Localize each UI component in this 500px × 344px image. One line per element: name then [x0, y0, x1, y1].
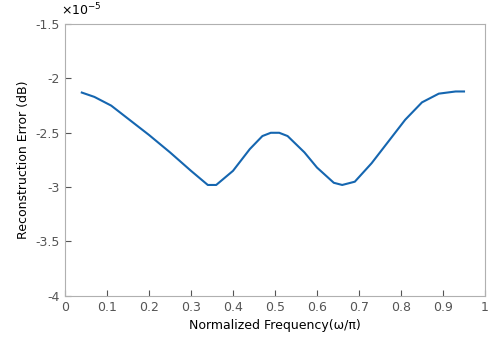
- Text: $\times10^{-5}$: $\times10^{-5}$: [61, 2, 102, 19]
- X-axis label: Normalized Frequency(ω/π): Normalized Frequency(ω/π): [189, 319, 361, 332]
- Y-axis label: Reconstruction Error (dB): Reconstruction Error (dB): [17, 81, 30, 239]
